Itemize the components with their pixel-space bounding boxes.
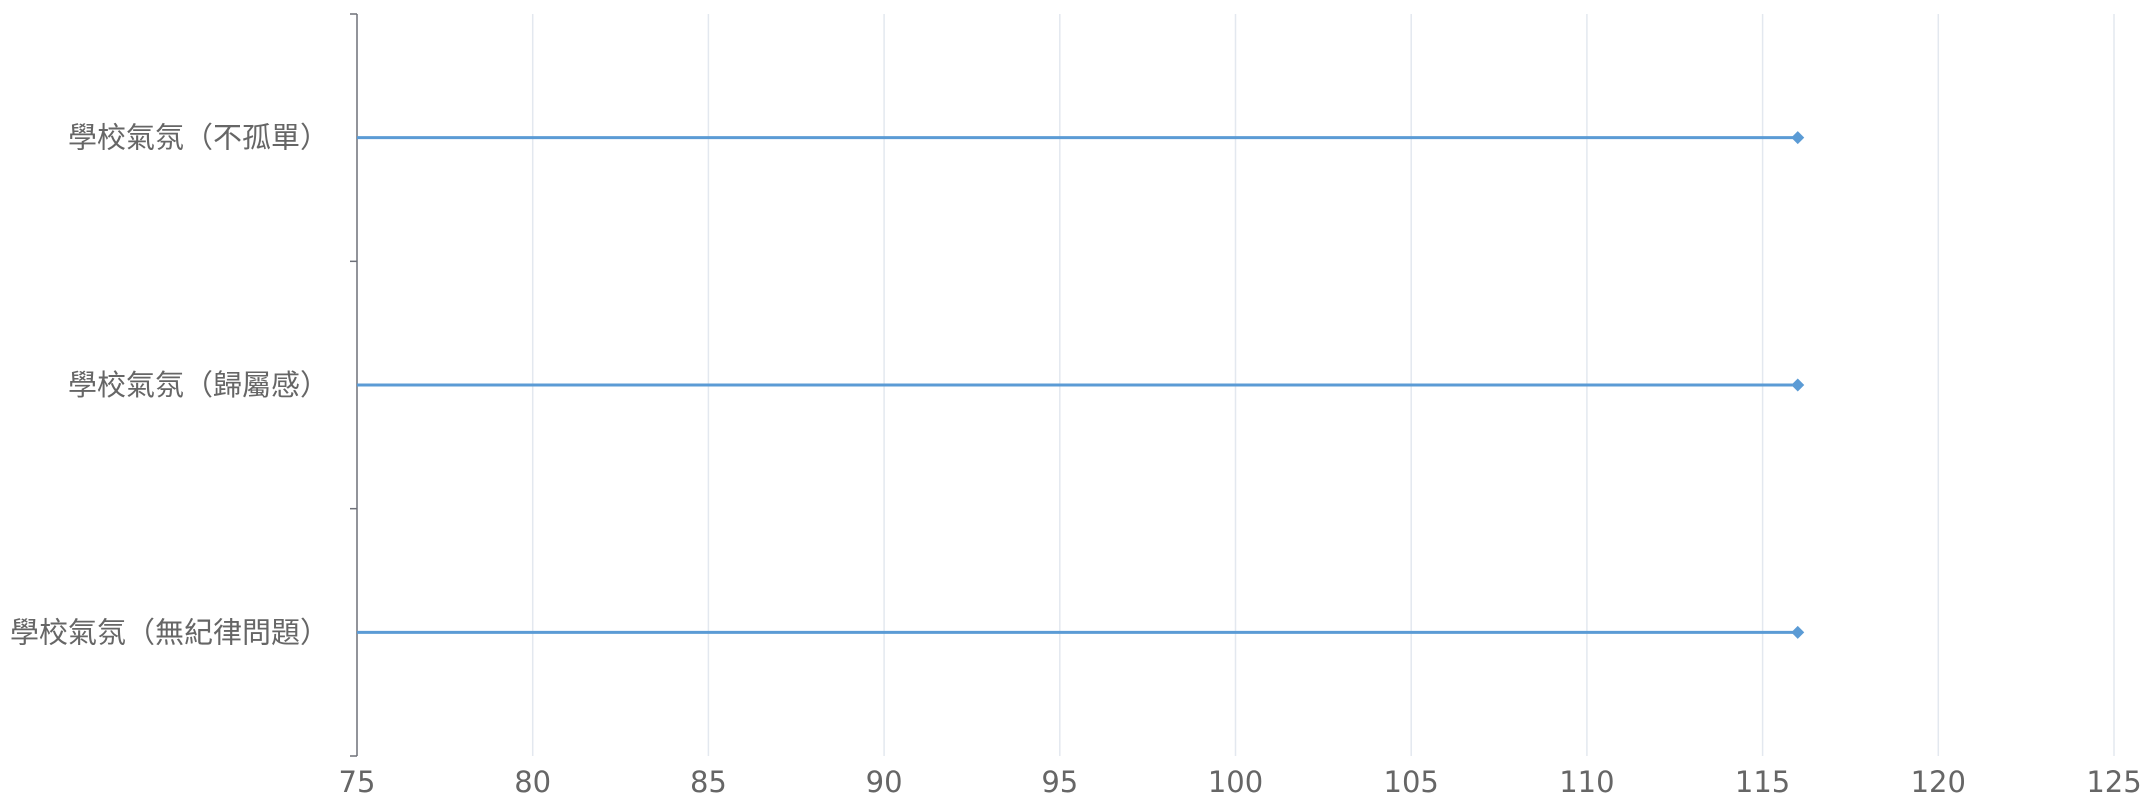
x-tick-label: 120 bbox=[1911, 765, 1966, 796]
x-tick-label: 105 bbox=[1384, 765, 1439, 796]
x-tick-label: 115 bbox=[1735, 765, 1790, 796]
x-tick-label: 110 bbox=[1559, 765, 1614, 796]
lollipop-marker bbox=[1791, 131, 1805, 145]
x-tick-label: 125 bbox=[2086, 765, 2141, 796]
lollipop-marker bbox=[1791, 625, 1805, 639]
series bbox=[357, 131, 1805, 639]
category-label: 學校氣氛（無紀律問題） bbox=[10, 615, 329, 649]
axes bbox=[350, 13, 358, 757]
labels: 75 80 85 90 95 100 105 110 115 120 125 學校氣氛（不孤單） 學校氣… bbox=[10, 121, 2142, 796]
x-tick-label: 95 bbox=[1041, 765, 1078, 796]
x-tick-label: 80 bbox=[514, 765, 551, 796]
lollipop-marker bbox=[1791, 378, 1805, 392]
x-tick-label: 90 bbox=[866, 765, 903, 796]
x-tick-label: 85 bbox=[690, 765, 727, 796]
x-tick-label: 100 bbox=[1208, 765, 1263, 796]
category-label: 學校氣氛（不孤單） bbox=[68, 121, 329, 155]
x-tick-label: 75 bbox=[339, 765, 376, 796]
category-label: 學校氣氛（歸屬感） bbox=[68, 368, 329, 402]
